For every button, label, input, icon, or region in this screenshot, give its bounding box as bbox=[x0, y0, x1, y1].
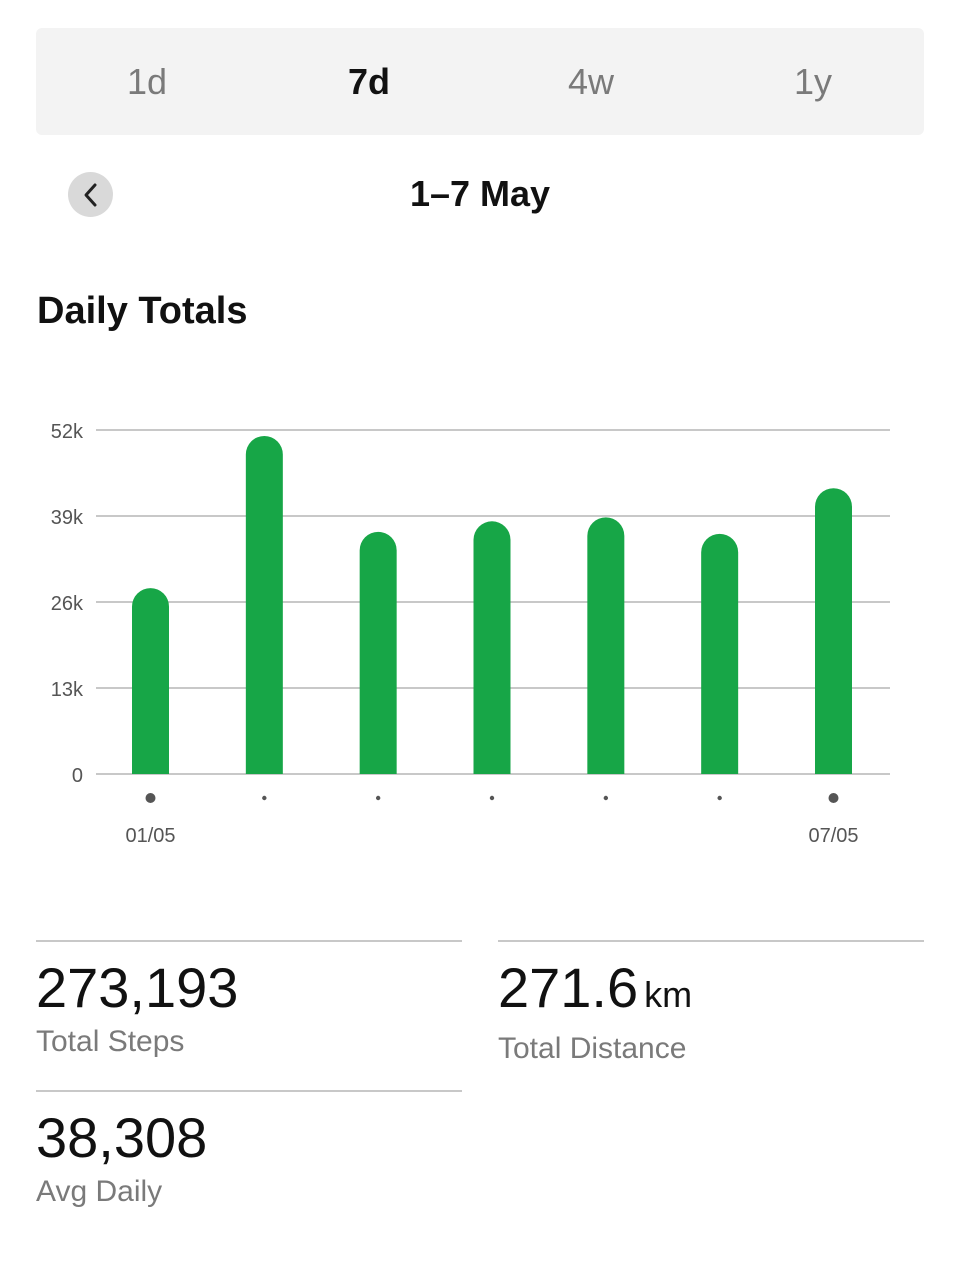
bar-01-05[interactable] bbox=[132, 588, 169, 774]
tab-7d[interactable]: 7d bbox=[347, 60, 390, 102]
previous-period-button[interactable] bbox=[68, 172, 113, 217]
chevron-left-icon bbox=[84, 183, 96, 206]
x-tick-label: 01/05 bbox=[125, 825, 175, 847]
total-distance-label: Total Distance bbox=[498, 1032, 687, 1065]
tab-1d[interactable]: 1d bbox=[126, 60, 168, 102]
bar-05-05[interactable] bbox=[587, 517, 625, 774]
tab-1y[interactable]: 1y bbox=[793, 60, 833, 102]
tab-4w[interactable]: 4w bbox=[567, 60, 615, 102]
x-tick-dot bbox=[489, 795, 495, 801]
x-tick-label: 07/05 bbox=[808, 825, 858, 847]
range-tabs: 1d 7d 4w 1y bbox=[36, 28, 924, 135]
bar-02-05[interactable] bbox=[245, 435, 283, 774]
y-tick-label: 13k bbox=[51, 679, 84, 701]
x-tick-dot bbox=[145, 793, 156, 803]
avg-daily-value: 38,308 bbox=[36, 1106, 208, 1169]
total-distance-value-row: 271.6 km bbox=[498, 956, 924, 1027]
bar-06-05[interactable] bbox=[701, 533, 739, 774]
bar-04-05[interactable] bbox=[473, 521, 511, 774]
avg-daily-label: Avg Daily bbox=[36, 1175, 163, 1208]
total-steps-value: 273,193 bbox=[36, 956, 239, 1019]
daily-totals-chart: 52k 39k 26k 13k 0 01/05 07/05 bbox=[51, 421, 890, 847]
total-distance-stat: 271.6 km Total Distance bbox=[498, 940, 924, 1067]
x-tick-dot bbox=[262, 795, 267, 801]
total-steps-label: Total Steps bbox=[36, 1025, 185, 1058]
x-tick-dot bbox=[828, 793, 839, 803]
x-tick-dot bbox=[603, 795, 609, 801]
bar-07-05[interactable] bbox=[815, 488, 852, 774]
x-tick-dot bbox=[375, 795, 381, 801]
total-steps-stat: 273,193 Total Steps bbox=[36, 940, 462, 1060]
y-tick-label: 52k bbox=[51, 421, 84, 443]
total-distance-value: 271.6 bbox=[498, 956, 639, 1019]
date-range-title: 1–7 May bbox=[409, 173, 551, 214]
y-tick-label: 26k bbox=[51, 593, 84, 615]
section-title: Daily Totals bbox=[37, 290, 248, 332]
y-tick-label: 0 bbox=[72, 765, 83, 787]
y-tick-label: 39k bbox=[51, 507, 84, 529]
avg-daily-stat: 38,308 Avg Daily bbox=[36, 1090, 462, 1210]
x-tick-dot bbox=[717, 795, 722, 801]
total-distance-unit: km bbox=[644, 974, 693, 1015]
bar-03-05[interactable] bbox=[359, 531, 397, 774]
